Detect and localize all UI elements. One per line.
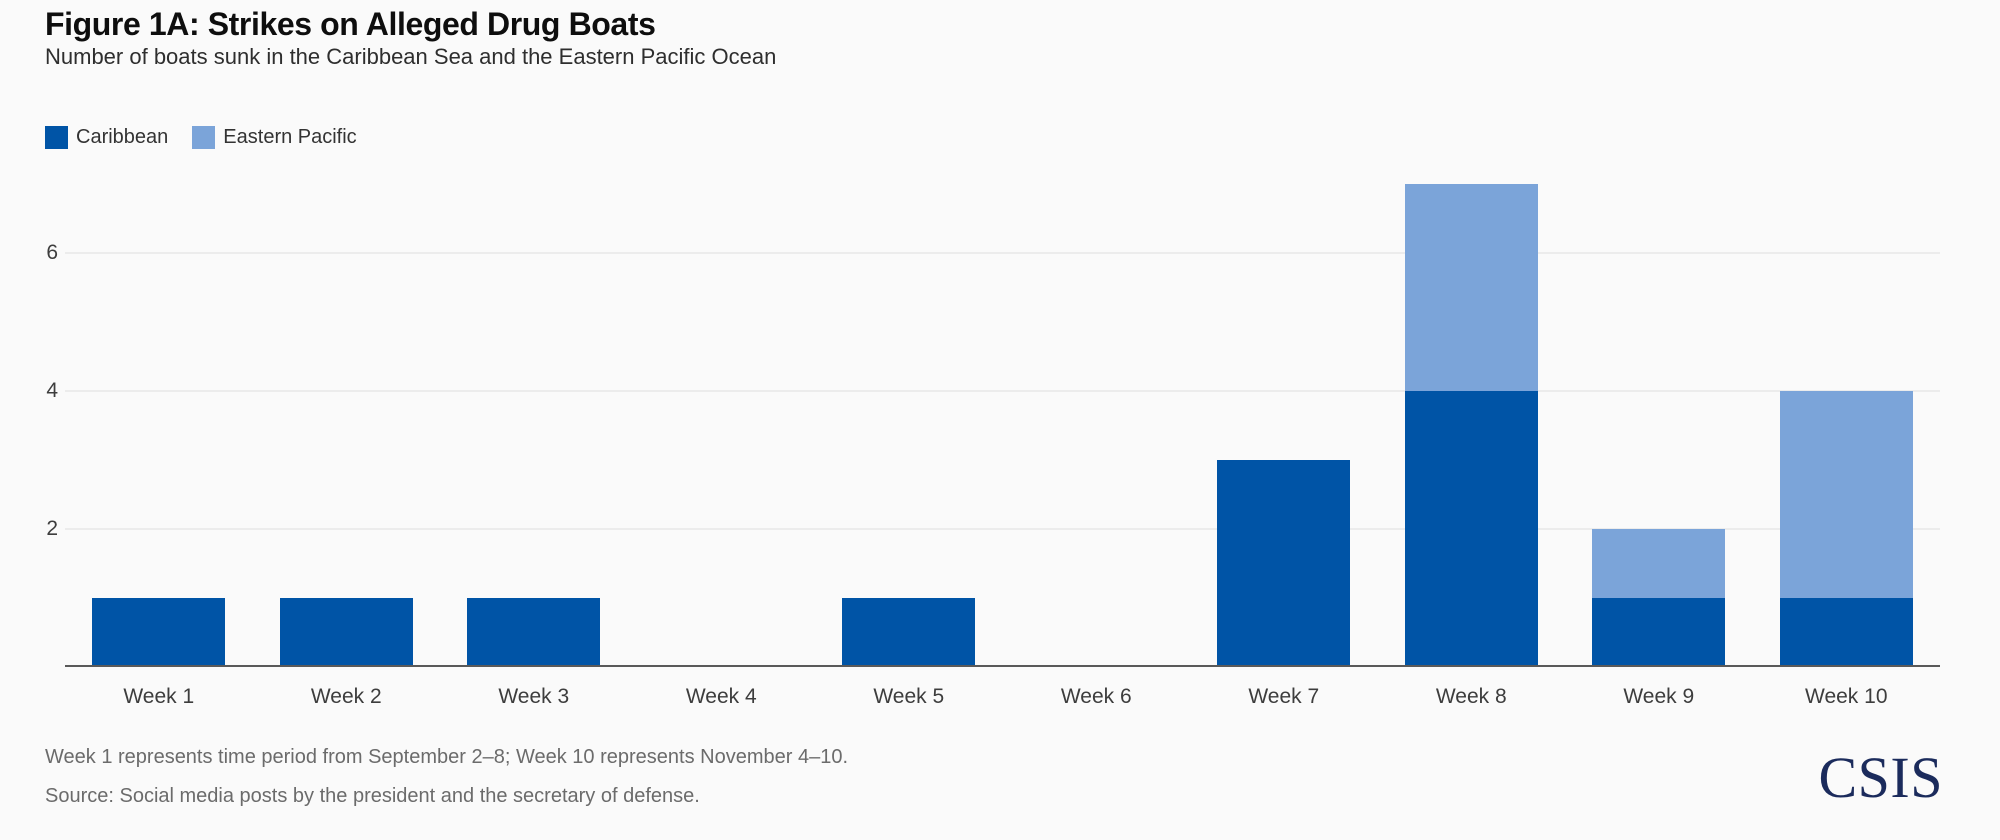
- bar-week-9-eastern-pacific: [1592, 529, 1726, 598]
- x-axis-label-week-9: Week 9: [1623, 685, 1695, 708]
- x-axis-label-week-5: Week 5: [873, 685, 945, 708]
- legend: Caribbean Eastern Pacific: [45, 126, 357, 149]
- x-axis-label-week-8: Week 8: [1435, 685, 1507, 708]
- x-axis-label-week-3: Week 3: [498, 685, 570, 708]
- x-axis-label-week-2: Week 2: [310, 685, 382, 708]
- footnotes: Week 1 represents time period from Septe…: [45, 745, 848, 808]
- y-axis-tick-label-6: 6: [46, 241, 58, 264]
- footnote-source: Source: Social media posts by the presid…: [45, 785, 700, 807]
- footnote-note: Week 1 represents time period from Septe…: [45, 746, 848, 768]
- x-axis-label-week-10: Week 10: [1805, 685, 1888, 708]
- bar-week-10-caribbean: [1779, 598, 1913, 667]
- gridline-6: [65, 252, 1940, 254]
- x-axis-label-week-7: Week 7: [1248, 685, 1320, 708]
- legend-label-eastern-pacific: Eastern Pacific: [223, 126, 357, 148]
- x-axis-label-week-4: Week 4: [685, 685, 757, 708]
- bar-week-9-caribbean: [1592, 598, 1726, 667]
- csis-logo: CSIS: [1818, 745, 1943, 810]
- bar-week-8-eastern-pacific: [1404, 184, 1538, 391]
- bar-week-8-caribbean: [1404, 391, 1538, 667]
- bar-week-1-caribbean: [92, 598, 226, 667]
- bar-week-5-caribbean: [842, 598, 976, 667]
- eastern-pacific-swatch-icon: [192, 126, 216, 149]
- gridline-4: [65, 390, 1940, 392]
- legend-item-caribbean: Caribbean: [45, 126, 168, 149]
- bar-week-2-caribbean: [279, 598, 413, 667]
- legend-item-eastern-pacific: Eastern Pacific: [192, 126, 357, 149]
- chart-title: Figure 1A: Strikes on Alleged Drug Boats: [45, 6, 656, 42]
- x-axis-label-week-1: Week 1: [123, 685, 195, 708]
- x-axis-label-week-6: Week 6: [1060, 685, 1132, 708]
- caribbean-swatch-icon: [45, 126, 68, 149]
- legend-label-caribbean: Caribbean: [76, 126, 169, 148]
- chart-subtitle: Number of boats sunk in the Caribbean Se…: [45, 44, 777, 69]
- bar-week-10-eastern-pacific: [1779, 391, 1913, 598]
- bar-week-7-caribbean: [1217, 460, 1351, 667]
- y-axis-tick-label-2: 2: [46, 517, 58, 540]
- bar-week-3-caribbean: [467, 598, 601, 667]
- x-axis-line: [65, 665, 1940, 667]
- gridline-2: [65, 528, 1940, 530]
- plot-area: 2 4 6 Week 1 Week 2 Week 3 Week 4 Week 5 Week 6 W…: [46, 170, 1940, 708]
- y-axis-tick-label-4: 4: [46, 379, 58, 402]
